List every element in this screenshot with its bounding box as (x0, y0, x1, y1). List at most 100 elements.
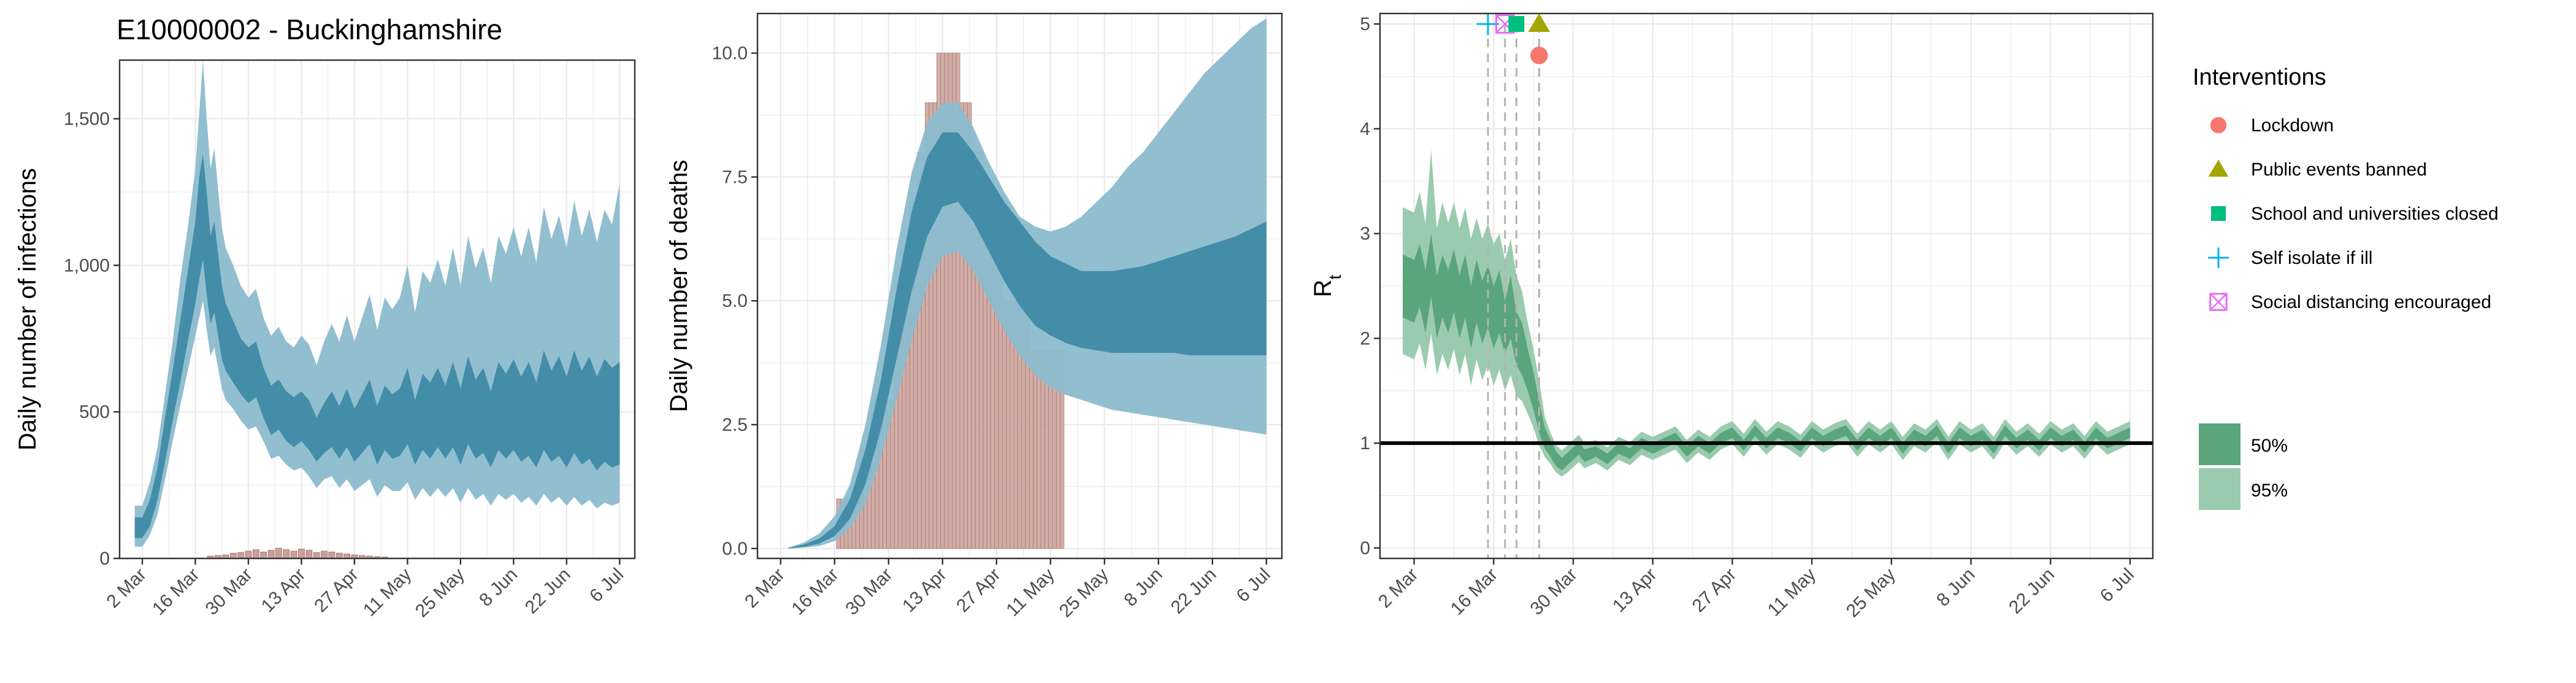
box-x-icon (2209, 293, 2228, 311)
infection-bar (252, 549, 259, 559)
box-x-cross (2209, 293, 2228, 311)
page-title: E10000002 - Buckinghamshire (117, 14, 502, 45)
y-tick-label: 1 (1360, 433, 1370, 453)
x-tick-label: 25 May (1056, 565, 1113, 622)
y-tick-label: 1,500 (64, 109, 110, 129)
death-bar (1037, 350, 1041, 549)
infection-bar (313, 552, 320, 559)
x-tick-label: 30 Mar (202, 565, 256, 619)
legend-label: Social distancing encouraged (2251, 292, 2491, 312)
x-tick-label: 16 Mar (788, 565, 842, 619)
ci-50-swatch (2199, 423, 2241, 465)
x-tick-label: 11 May (359, 565, 415, 620)
ci-95-swatch (2199, 468, 2241, 510)
infection-bar (305, 550, 313, 559)
y-tick-label: 5.0 (722, 291, 748, 311)
x-tick-label: 6 Jul (586, 565, 627, 606)
x-tick-label: 11 May (1764, 565, 1820, 620)
rt-panel: 0 1 2 3 4 5 2 Mar 16 Mar 30 Mar 13 Apr 27 Apr 11 Ma… (1309, 12, 2154, 622)
plot-border (118, 59, 636, 560)
y-tick-label: 0 (99, 549, 110, 569)
x-tick-label: 22 Jun (2005, 565, 2058, 618)
x-tick-label: 22 Jun (1167, 565, 1221, 618)
x-tick-label: 30 Mar (1527, 565, 1581, 619)
legend-label: School and universities closed (2251, 204, 2499, 224)
y-tick-label: 0 (1360, 538, 1370, 558)
legend-label: 95% (2251, 480, 2288, 501)
infection-bar (328, 551, 335, 559)
death-bar (1002, 300, 1006, 549)
x-tick-label: 22 Jun (521, 565, 575, 618)
ci-50-band (134, 153, 620, 538)
infection-bar (335, 552, 343, 559)
square-marker (2211, 206, 2226, 221)
y-tick-label: 5 (1360, 14, 1370, 34)
plot-border (756, 12, 1283, 560)
x-tick-label: 6 Jul (2096, 565, 2138, 606)
ci-50-band (788, 132, 1267, 549)
death-bar (1033, 350, 1038, 549)
x-tick-label: 6 Jul (1233, 565, 1275, 606)
x-tick-label: 25 May (1842, 565, 1899, 622)
x-tick-label: 13 Apr (1609, 565, 1661, 617)
infection-bar (275, 547, 282, 559)
legend-item-school: School and universities closed (2211, 204, 2499, 224)
y-tick-label: 0.0 (722, 539, 748, 559)
x-tick-label: 13 Apr (899, 565, 951, 617)
square-icon (2211, 206, 2226, 221)
circle-marker (1530, 47, 1548, 64)
x-tick-label: 16 Mar (148, 565, 203, 619)
infection-bar (321, 550, 328, 559)
infection-bar (283, 549, 290, 559)
circle-marker (2210, 117, 2227, 134)
y-tick-label: 500 (79, 402, 110, 422)
x-tick-label: 2 Mar (741, 565, 789, 612)
x-tick-label: 11 May (1002, 565, 1058, 620)
y-tick-label: 3 (1360, 224, 1370, 244)
infection-bar (229, 552, 237, 559)
square-marker (1508, 16, 1525, 33)
legend-label: Public events banned (2251, 160, 2427, 180)
y-tick-label: 4 (1360, 119, 1370, 139)
infection-bar (267, 550, 275, 559)
infection-bar (237, 552, 245, 559)
box-x-marker (2209, 293, 2228, 311)
x-tick-label: 2 Mar (1374, 565, 1422, 612)
y-axis-title: Daily number of infections (14, 168, 41, 450)
legend: Interventions Lockdown Public events ban… (2193, 64, 2499, 510)
infection-bar (290, 550, 297, 559)
legend-label: Self isolate if ill (2251, 248, 2372, 268)
triangle-icon (2208, 160, 2229, 177)
plus-icon (2208, 247, 2229, 268)
x-tick-label: 27 Apr (1689, 565, 1741, 617)
legend-title: Interventions (2193, 64, 2326, 90)
death-bar (1029, 350, 1034, 549)
y-tick-label: 2.5 (722, 415, 748, 435)
infection-bar (298, 549, 305, 559)
x-tick-label: 8 Jun (1121, 565, 1167, 611)
infection-bar (245, 550, 252, 559)
y-tick-label: 1,000 (64, 255, 110, 276)
x-tick-label: 16 Mar (1447, 565, 1501, 619)
x-tick-label: 13 Apr (258, 565, 310, 617)
x-tick-label: 25 May (412, 565, 469, 622)
legend-item-lockdown: Lockdown (2210, 115, 2334, 136)
y-tick-label: 7.5 (722, 167, 748, 187)
triangle-marker (1528, 13, 1551, 32)
plus-marker (2208, 247, 2229, 268)
x-tick-label: 27 Apr (953, 565, 1005, 617)
y-tick-label: 10.0 (712, 44, 748, 64)
x-tick-label: 8 Jun (1933, 565, 1979, 611)
legend-label: Lockdown (2251, 115, 2334, 136)
legend-item-self-isolate: Self isolate if ill (2208, 247, 2372, 268)
legend-item-ci-95: 95% (2199, 468, 2288, 510)
circle-icon (2210, 117, 2227, 134)
y-axis-title: Rt (1309, 274, 1344, 297)
y-tick-label: 2 (1360, 328, 1370, 349)
infection-bar (260, 551, 267, 559)
plot-border (1379, 12, 2154, 560)
legend-item-public-events: Public events banned (2208, 160, 2427, 180)
